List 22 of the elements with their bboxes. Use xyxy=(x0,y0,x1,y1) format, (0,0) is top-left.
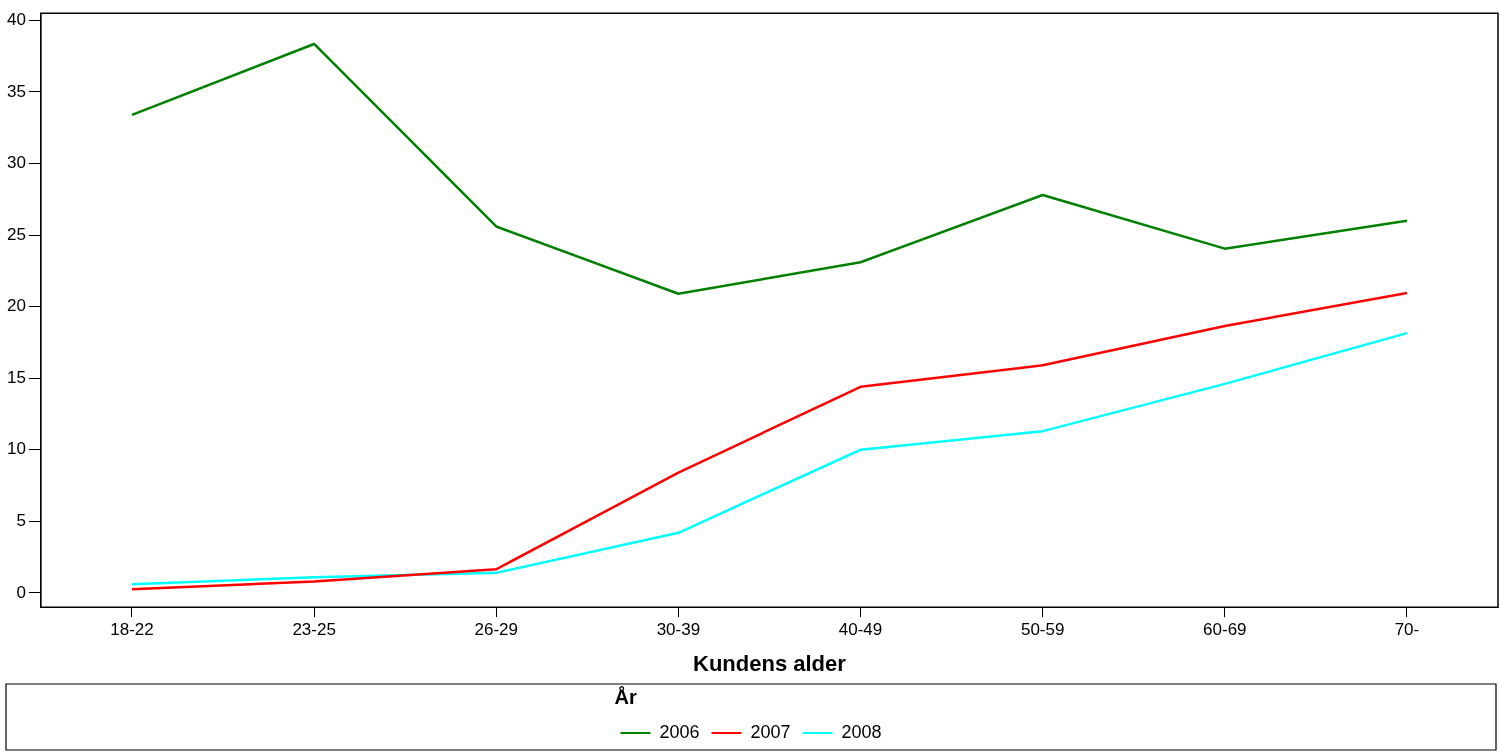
x-tick-label: 23-25 xyxy=(292,620,336,640)
x-tick-label: 40-49 xyxy=(838,620,883,640)
y-tick-label: 25 xyxy=(6,224,26,244)
x-tick-label: 30-39 xyxy=(656,620,701,640)
legend-title: År xyxy=(614,684,637,708)
y-tick-label: 10 xyxy=(6,439,26,459)
y-tick-label: 15 xyxy=(6,367,26,387)
y-tick-label: 30 xyxy=(6,153,26,173)
x-axis-title: Kundens alder xyxy=(693,650,847,676)
legend-label: 2008 xyxy=(841,721,882,742)
y-tick-label: 40 xyxy=(6,10,26,30)
x-tick-label: 60-69 xyxy=(1203,620,1247,640)
x-tick-label: 18-22 xyxy=(110,620,154,640)
y-tick-label: 0 xyxy=(16,582,26,602)
y-tick-label: 35 xyxy=(6,81,26,101)
y-tick-label: 5 xyxy=(16,511,26,531)
legend-label: 2006 xyxy=(659,721,700,742)
legend-label: 2007 xyxy=(750,721,791,742)
y-tick-label: 20 xyxy=(6,296,26,316)
x-tick-label: 70- xyxy=(1394,620,1420,640)
x-tick-label: 26-29 xyxy=(474,620,518,640)
x-tick-label: 50-59 xyxy=(1020,620,1065,640)
